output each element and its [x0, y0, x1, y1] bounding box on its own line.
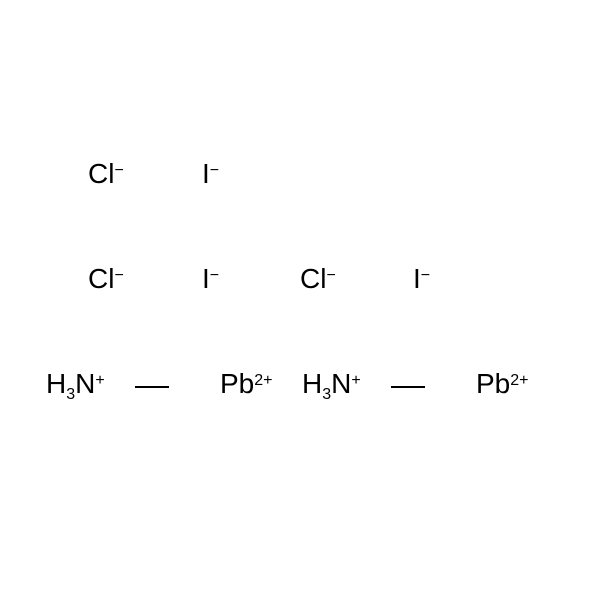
ion-presub: 3 [66, 386, 75, 403]
ion-prebase: H [46, 368, 66, 399]
ion-base: I [202, 158, 210, 189]
ion-base: Cl [300, 263, 326, 294]
ion-cl-2: Cl− [88, 265, 124, 293]
ion-pb-1: Pb2+ [220, 370, 273, 398]
ion-charge: + [351, 372, 360, 389]
ion-base: Cl [88, 263, 114, 294]
ion-charge: − [210, 267, 219, 284]
ion-i-2: I− [202, 265, 219, 293]
ion-charge: − [210, 162, 219, 179]
ion-base: N [331, 368, 351, 399]
ion-base: N [75, 368, 95, 399]
ion-cl-3: Cl− [300, 265, 336, 293]
ion-charge: − [114, 267, 123, 284]
ion-cl-1: Cl− [88, 160, 124, 188]
ion-presub: 3 [322, 386, 331, 403]
ion-base: Pb [220, 368, 254, 399]
ion-prebase: H [302, 368, 322, 399]
bond-bond-1 [135, 386, 169, 388]
ion-nh3-2: H3N+ [302, 370, 361, 402]
ion-charge: + [95, 372, 104, 389]
ion-base: Cl [88, 158, 114, 189]
ion-base: I [202, 263, 210, 294]
bond-bond-2 [391, 386, 425, 388]
ion-i-3: I− [413, 265, 430, 293]
ion-charge: 2+ [254, 372, 272, 389]
ion-nh3-1: H3N+ [46, 370, 105, 402]
ion-pb-2: Pb2+ [476, 370, 529, 398]
ion-charge: 2+ [510, 372, 528, 389]
ion-base: I [413, 263, 421, 294]
ion-charge: − [114, 162, 123, 179]
ion-base: Pb [476, 368, 510, 399]
ion-charge: − [326, 267, 335, 284]
ion-i-1: I− [202, 160, 219, 188]
ion-charge: − [421, 267, 430, 284]
